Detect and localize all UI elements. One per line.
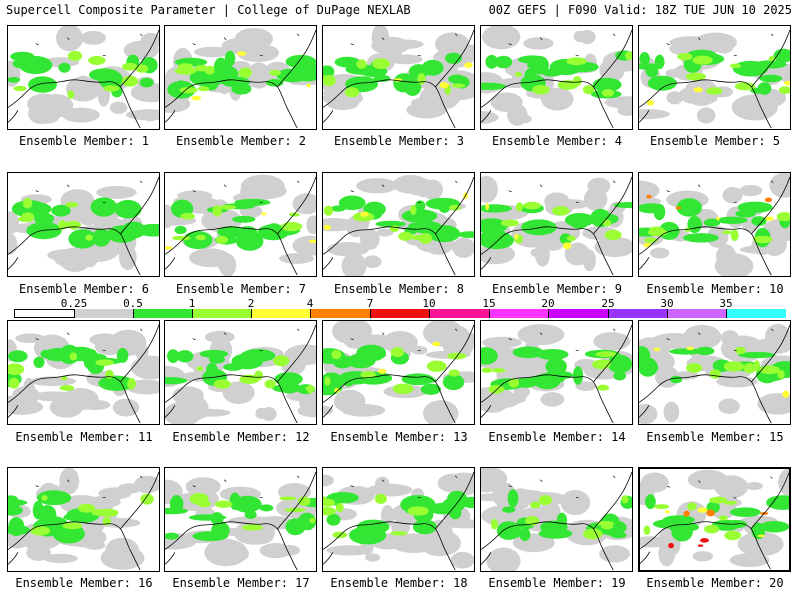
ensemble-member-map[interactable] [7,320,160,425]
map-field [481,26,632,129]
ensemble-member-label: Ensemble Member: 20 [646,576,784,590]
colorbar-segment [429,309,489,318]
ensemble-member-label: Ensemble Member: 14 [488,430,626,444]
ensemble-member-label: Ensemble Member: 9 [491,282,623,296]
ensemble-member-map[interactable] [480,172,633,277]
colorbar-tick-label: 15 [482,297,496,310]
map-field [165,471,316,571]
ensemble-member-map[interactable] [7,25,160,130]
colorbar-segment [608,309,667,318]
ensemble-member-label: Ensemble Member: 12 [172,430,310,444]
page-title: Supercell Composite Parameter | College … [6,3,411,17]
map-field [8,468,159,571]
colorbar-segment [192,309,251,318]
ensemble-member-label: Ensemble Member: 8 [333,282,465,296]
map-field [481,468,632,571]
ensemble-member-label: Ensemble Member: 2 [175,134,307,148]
map-field [8,26,159,129]
ensemble-member-label: Ensemble Member: 7 [175,282,307,296]
map-field [165,324,316,424]
ensemble-member-label: Ensemble Member: 19 [488,576,626,590]
map-field [639,29,790,129]
map-field [481,175,632,276]
ensemble-member-label: Ensemble Member: 6 [18,282,150,296]
colorbar-segment [74,309,133,318]
colorbar-segment [667,309,726,318]
ensemble-member-map[interactable] [638,172,791,277]
ensemble-member-map[interactable] [480,25,633,130]
ensemble-member-label: Ensemble Member: 18 [330,576,468,590]
ensemble-member-label: Ensemble Member: 15 [646,430,784,444]
colorbar-segment [310,309,370,318]
ensemble-member-map[interactable] [480,320,633,425]
colorbar-tick-label: 35 [719,297,733,310]
ensemble-member-label: Ensemble Member: 1 [18,134,150,148]
ensemble-member-label: Ensemble Member: 17 [172,576,310,590]
colorbar-tick-label: 0.5 [123,297,143,310]
map-field [481,323,632,424]
ensemble-member-map[interactable] [322,25,475,130]
map-field [640,469,789,570]
colorbar-tick-label: 1 [188,297,196,310]
colorbar-tick-label: 2 [247,297,255,310]
map-field [165,27,316,129]
map-field [639,323,790,424]
colorbar-segment [489,309,548,318]
colorbar-tick-label: 4 [306,297,314,310]
colorbar-tick-label: 20 [541,297,555,310]
ensemble-member-map[interactable] [638,25,791,130]
ensemble-member-map[interactable] [164,172,317,277]
ensemble-member-label: Ensemble Member: 10 [646,282,784,296]
map-field [8,324,159,424]
map-field [165,174,316,276]
ensemble-member-map[interactable] [322,320,475,425]
colorbar-tick-label: 10 [422,297,436,310]
map-field [323,26,474,129]
ensemble-member-map[interactable] [164,25,317,130]
ensemble-member-label: Ensemble Member: 3 [333,134,465,148]
colorbar-segment [726,309,786,318]
colorbar-tick-label: 7 [366,297,374,310]
colorbar-scale [14,309,786,318]
colorbar-segment [133,309,192,318]
map-field [323,471,474,571]
valid-time-label: 00Z GEFS | F090 Valid: 18Z TUE JUN 10 20… [488,3,792,17]
ensemble-member-map[interactable] [480,467,633,572]
ensemble-member-label: Ensemble Member: 13 [330,430,468,444]
ensemble-member-map[interactable] [7,172,160,277]
ensemble-member-map[interactable] [638,467,791,572]
colorbar-segment [251,309,310,318]
ensemble-member-map[interactable] [164,467,317,572]
ensemble-member-label: Ensemble Member: 16 [15,576,153,590]
ensemble-member-label: Ensemble Member: 5 [649,134,781,148]
ensemble-member-label: Ensemble Member: 11 [15,430,153,444]
colorbar-tick-label: 0.25 [60,297,88,310]
colorbar-tick-label: 30 [660,297,674,310]
colorbar-tick-label: 25 [601,297,615,310]
colorbar-legend: 0.25 0.5 1 2 4 7 10 15 20 25 30 35 [14,297,786,323]
map-field [639,173,790,276]
colorbar-segment [370,309,429,318]
ensemble-member-map[interactable] [322,172,475,277]
ensemble-member-map[interactable] [322,467,475,572]
map-field [323,175,474,276]
map-field [323,321,474,424]
ensemble-member-map[interactable] [164,320,317,425]
map-field [8,176,159,276]
ensemble-member-label: Ensemble Member: 4 [491,134,623,148]
colorbar-segment [14,309,74,318]
ensemble-member-map[interactable] [7,467,160,572]
ensemble-member-map[interactable] [638,320,791,425]
colorbar-segment [548,309,608,318]
